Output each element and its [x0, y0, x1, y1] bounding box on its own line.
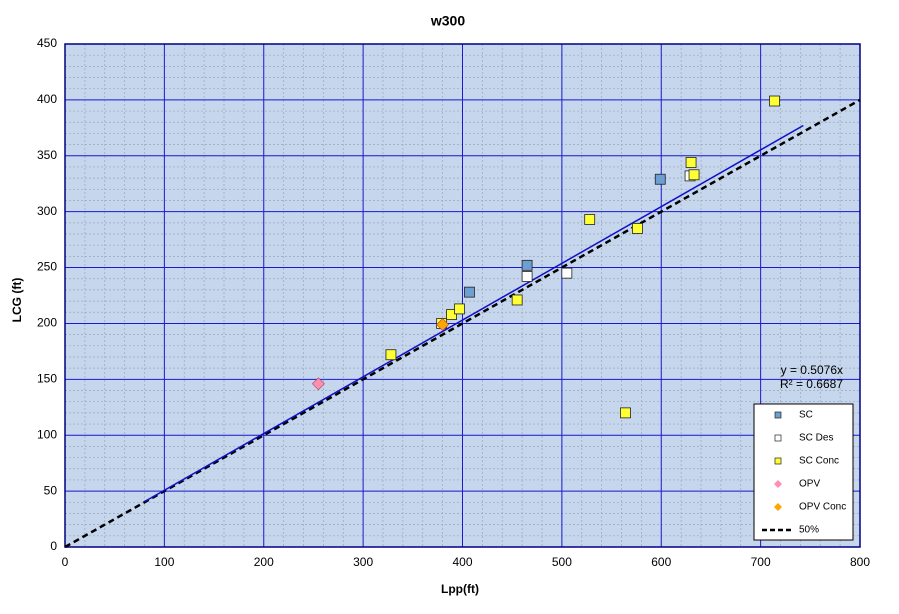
point — [511, 294, 523, 306]
point — [654, 173, 666, 185]
trendline-equation: R² = 0.6687 — [780, 377, 843, 391]
legend-swatch — [774, 411, 782, 419]
point — [464, 286, 475, 298]
legend-swatch — [774, 503, 782, 511]
x-tick-label: 0 — [62, 555, 69, 569]
legend-label: SC — [799, 410, 813, 421]
point — [561, 267, 573, 279]
trendline-equation: y = 0.5076x — [781, 363, 843, 377]
x-axis-label: Lpp(ft) — [441, 582, 479, 596]
point — [685, 157, 697, 168]
point — [584, 214, 596, 225]
point — [521, 271, 533, 282]
legend-swatch — [774, 434, 782, 442]
legend-label: OPV Conc — [799, 502, 846, 513]
y-tick-label: 450 — [37, 36, 57, 50]
x-tick-label: 200 — [254, 555, 274, 569]
trendline — [144, 124, 804, 503]
legend-label: SC Des — [799, 433, 833, 444]
point — [311, 377, 325, 391]
legend-label: OPV — [799, 479, 820, 490]
y-tick-label: 50 — [44, 483, 58, 497]
point — [385, 349, 397, 361]
y-axis-label: LCG (ft) — [10, 278, 24, 323]
x-tick-label: 800 — [850, 555, 870, 569]
y-tick-label: 100 — [37, 427, 57, 441]
y-tick-label: 200 — [37, 316, 57, 330]
x-tick-label: 600 — [651, 555, 671, 569]
point — [436, 318, 450, 331]
point — [620, 407, 631, 419]
y-tick-label: 250 — [37, 260, 57, 274]
legend-swatch — [774, 457, 782, 465]
legend-label: 50% — [799, 525, 819, 536]
point — [632, 223, 643, 234]
x-tick-label: 100 — [154, 555, 174, 569]
point — [688, 169, 700, 181]
y-tick-label: 350 — [37, 148, 57, 162]
x-tick-label: 400 — [452, 555, 472, 569]
x-tick-label: 300 — [353, 555, 373, 569]
x-tick-label: 500 — [552, 555, 572, 569]
reference-line — [64, 98, 861, 549]
y-tick-label: 0 — [50, 539, 57, 553]
legend-box — [753, 403, 854, 541]
y-tick-label: 300 — [37, 204, 57, 218]
legend-swatch — [774, 480, 782, 488]
point — [769, 95, 780, 107]
y-tick-label: 400 — [37, 92, 57, 106]
x-tick-label: 700 — [751, 555, 771, 569]
chart-title: w300 — [430, 13, 465, 29]
point — [521, 259, 533, 271]
y-tick-label: 150 — [37, 372, 57, 386]
point — [454, 303, 465, 315]
point — [446, 309, 457, 320]
legend-label: SC Conc — [799, 456, 839, 467]
plot-border — [64, 43, 861, 548]
